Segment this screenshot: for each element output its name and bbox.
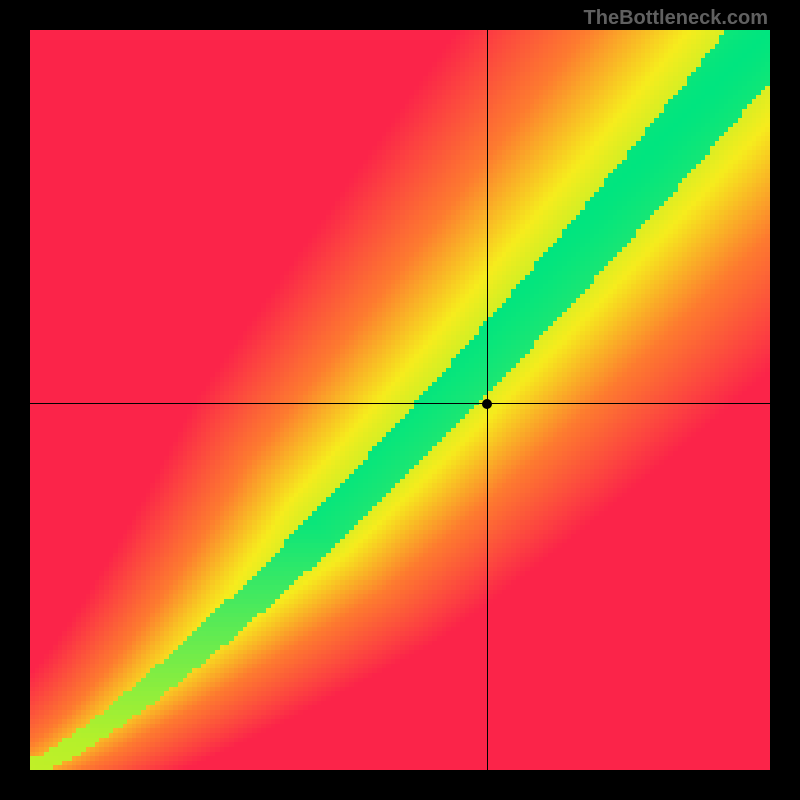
chart-container: TheBottleneck.com [0,0,800,800]
data-point-marker [482,399,492,409]
crosshair-horizontal [30,403,770,404]
watermark-text: TheBottleneck.com [584,7,768,30]
bottleneck-heatmap [30,30,770,770]
